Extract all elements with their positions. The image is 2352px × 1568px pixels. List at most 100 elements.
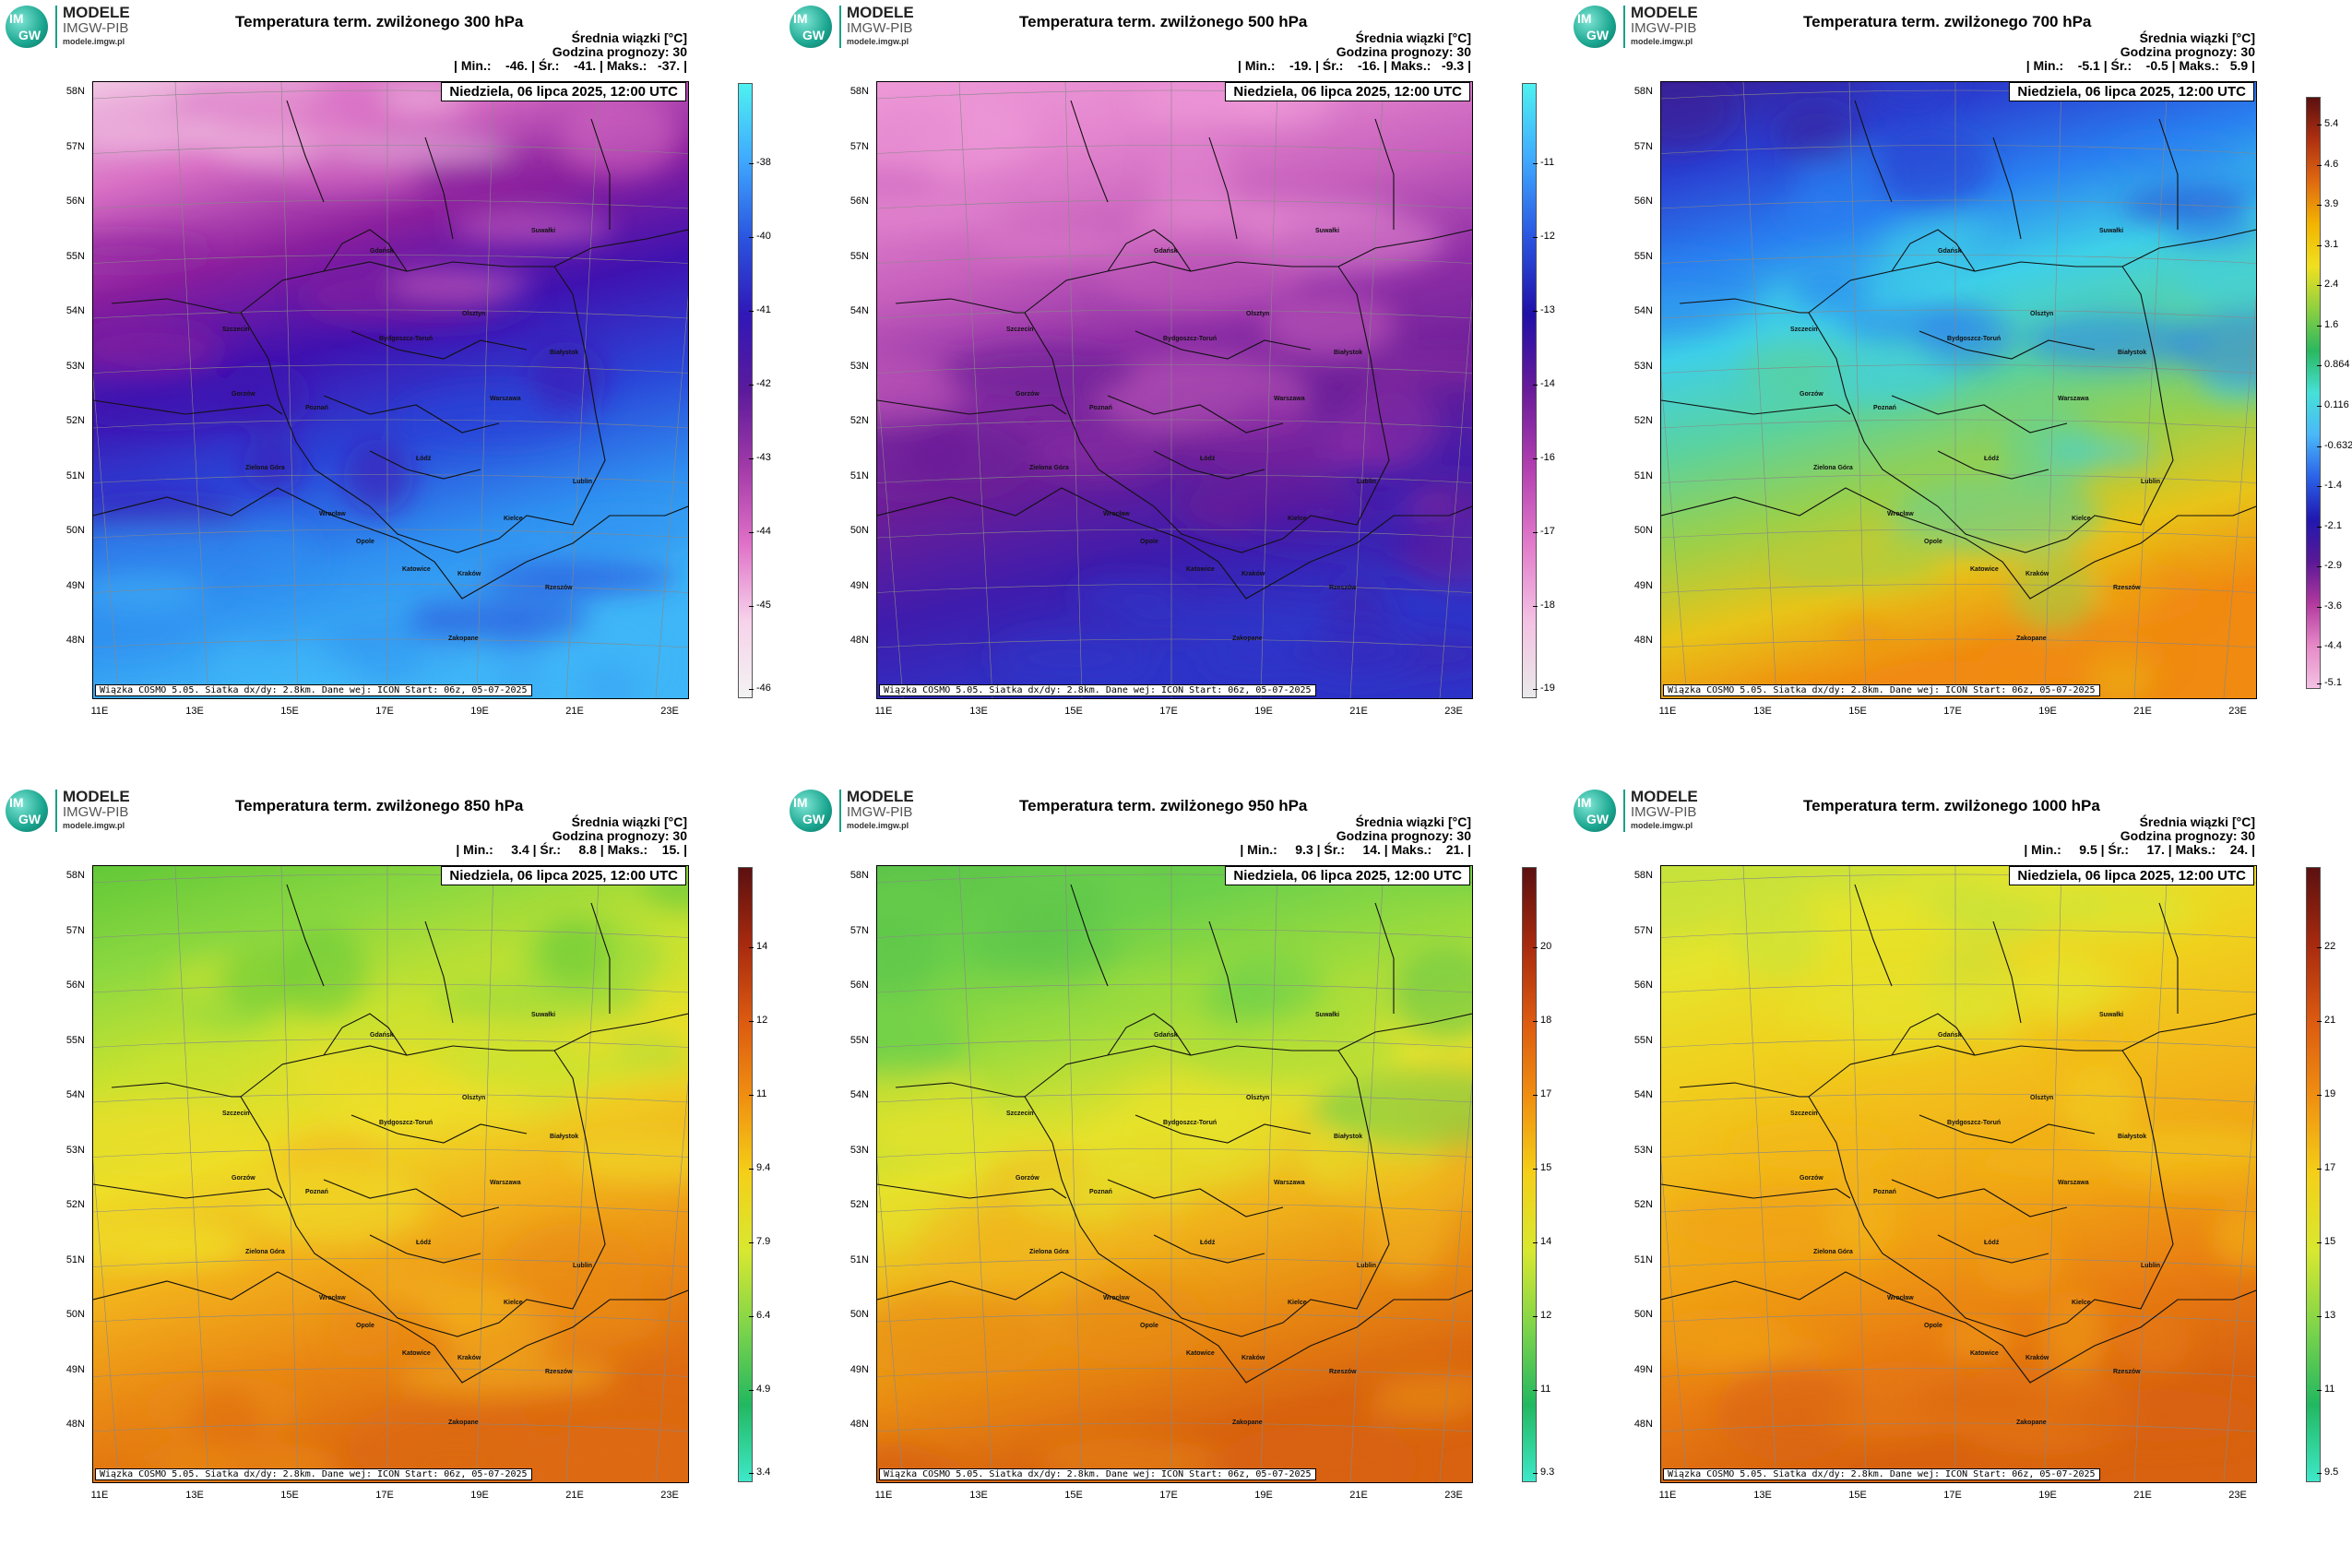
lon-label: 21E [2133, 706, 2152, 717]
city-label: Gdańsk [370, 1032, 394, 1039]
city-label: Suwałki [1315, 1012, 1340, 1018]
colorbar-tick: -42 [749, 378, 771, 389]
city-label: Białystok [550, 350, 579, 356]
map-field [1661, 82, 2256, 698]
lon-label: 19E [1254, 706, 1273, 717]
lat-label: 48N [1633, 635, 1653, 646]
city-label: Kielce [1288, 1300, 1307, 1306]
city-label: Wrocław [1103, 511, 1130, 517]
city-label: Bydgoszcz-Toruń [1947, 1120, 2002, 1126]
colorbar-tick: 6.4 [748, 1310, 771, 1321]
panel-title: Temperatura term. zwilżonego 1000 hPa [1803, 797, 2100, 814]
temperature-map[interactable]: Gdańsk Suwałki Olsztyn Szczecin Bydgoszcz-To… [1660, 865, 2257, 1483]
temperature-map[interactable]: Gdańsk Suwałki Olsztyn Szczecin Bydgoszcz-To… [92, 865, 689, 1483]
city-label: Warszawa [490, 1180, 521, 1186]
city-label: Lublin [1357, 1263, 1376, 1269]
temperature-map[interactable]: Gdańsk Suwałki Olsztyn Szczecin Bydgoszcz-To… [92, 81, 689, 699]
logo-badge-top: IM [9, 795, 24, 810]
min-mean-max: | Min.: 9.3 | Śr.: 14. | Maks.: 21. | [1240, 842, 1471, 857]
logo-divider [55, 6, 57, 48]
lon-label: 15E [1848, 1490, 1867, 1501]
city-label: Gorzów [1016, 391, 1039, 398]
country-borders [93, 884, 688, 1384]
logo-title: MODELE [1631, 4, 1698, 21]
lat-label: 56N [849, 196, 869, 207]
logo-badge-top: IM [1577, 795, 1592, 810]
city-label: Katowice [402, 1350, 431, 1357]
logo-subtitle: IMGW-PIB [1631, 20, 1697, 36]
city-label: Lublin [2141, 1263, 2160, 1269]
city-label: Łódź [1984, 456, 2000, 462]
colorbar [738, 83, 753, 698]
city-label: Poznań [1873, 1189, 1896, 1195]
lat-label: 51N [65, 1253, 85, 1265]
logo-subtitle: IMGW-PIB [1631, 804, 1697, 820]
colorbar-tick: -45 [749, 600, 771, 611]
city-label: Rzeszów [2113, 1369, 2141, 1375]
city-label: Wrocław [319, 1295, 346, 1301]
colorbar-tick: 20 [1532, 941, 1552, 952]
lon-label: 15E [1064, 706, 1083, 717]
city-label: Zakopane [1232, 636, 1263, 642]
lon-label: 23E [660, 1490, 679, 1501]
lat-label: 55N [65, 1034, 85, 1046]
panel-title: Temperatura term. zwilżonego 700 hPa [1803, 13, 2092, 30]
temperature-map[interactable]: Gdańsk Suwałki Olsztyn Szczecin Bydgoszcz-To… [876, 81, 1473, 699]
colorbar-tick: 1.6 [2316, 318, 2339, 330]
min-mean-max: | Min.: -5.1 | Śr.: -0.5 | Maks.: 5.9 | [2025, 58, 2255, 73]
lat-label: 52N [65, 415, 85, 426]
colorbar-tick: 18 [1532, 1015, 1552, 1026]
city-label: Katowice [1186, 566, 1215, 573]
logo-badge: IM GW [6, 6, 48, 48]
city-label: Białystok [2118, 1134, 2147, 1140]
logo-divider [55, 790, 57, 832]
stats-block: Średnia wiązki [°C] Godzina prognozy: 30 |… [1238, 31, 1471, 73]
logo-badge-bottom: GW [1586, 812, 1610, 826]
logo-title: MODELE [847, 788, 914, 805]
valid-time: Niedziela, 06 lipca 2025, 12:00 UTC [441, 866, 686, 885]
units-label: Średnia wiązki [°C] [2139, 30, 2255, 45]
city-label: Gorzów [232, 1175, 255, 1182]
lon-label: 17E [375, 1490, 394, 1501]
lat-label: 57N [1633, 924, 1653, 936]
forecast-hour: Godzina prognozy: 30 [1336, 828, 1471, 843]
field-texture [877, 866, 1472, 1482]
colorbar-tick: -38 [749, 157, 771, 168]
city-label: Gdańsk [1938, 248, 1962, 255]
lat-label: 57N [849, 140, 869, 152]
lon-label: 11E [1658, 1490, 1677, 1501]
temperature-map[interactable]: Gdańsk Suwałki Olsztyn Szczecin Bydgoszcz-To… [876, 865, 1473, 1483]
colorbar [1522, 83, 1537, 698]
lat-label: 58N [1633, 86, 1653, 97]
city-label: Olsztyn [1246, 1095, 1270, 1101]
logo-url: modele.imgw.pl [1631, 821, 1693, 830]
logo-subtitle: IMGW-PIB [847, 804, 913, 820]
city-label: Lublin [573, 479, 592, 485]
logo-badge-bottom: GW [802, 812, 826, 826]
lon-label: 11E [874, 706, 893, 717]
colorbar-tick: 14 [1532, 1236, 1552, 1247]
lon-label: 21E [1349, 706, 1368, 717]
forecast-panel: IM GW MODELE IMGW-PIB modele.imgw.pl Temperat… [784, 0, 1568, 784]
city-label: Kraków [457, 1355, 481, 1361]
logo-badge-bottom: GW [802, 28, 826, 42]
city-label: Opole [356, 1323, 374, 1329]
lat-label: 49N [849, 1363, 869, 1375]
lat-label: 49N [65, 579, 85, 591]
colorbar-tick: 12 [748, 1015, 768, 1026]
logo-badge: IM GW [6, 790, 48, 832]
colorbar-tick: -13 [1533, 304, 1555, 315]
temperature-map[interactable]: Gdańsk Suwałki Olsztyn Szczecin Bydgoszcz-To… [1660, 81, 2257, 699]
city-label: Łódź [416, 1240, 432, 1246]
city-label: Warszawa [1274, 396, 1305, 402]
city-label: Opole [1924, 1323, 1942, 1329]
country-borders [1661, 884, 2256, 1384]
logo-subtitle: IMGW-PIB [63, 20, 129, 36]
colorbar-tick: -18 [1533, 600, 1555, 611]
imgw-logo-icon: IM GW MODELE IMGW-PIB modele.imgw.pl [788, 4, 954, 50]
city-label: Wrocław [319, 511, 346, 517]
lon-label: 13E [185, 706, 204, 717]
lon-label: 13E [969, 706, 988, 717]
min-mean-max: | Min.: 3.4 | Śr.: 8.8 | Maks.: 15. | [456, 842, 687, 857]
model-info: Wiązka COSMO 5.05. Siatka dx/dy: 2.8km. … [95, 684, 532, 696]
